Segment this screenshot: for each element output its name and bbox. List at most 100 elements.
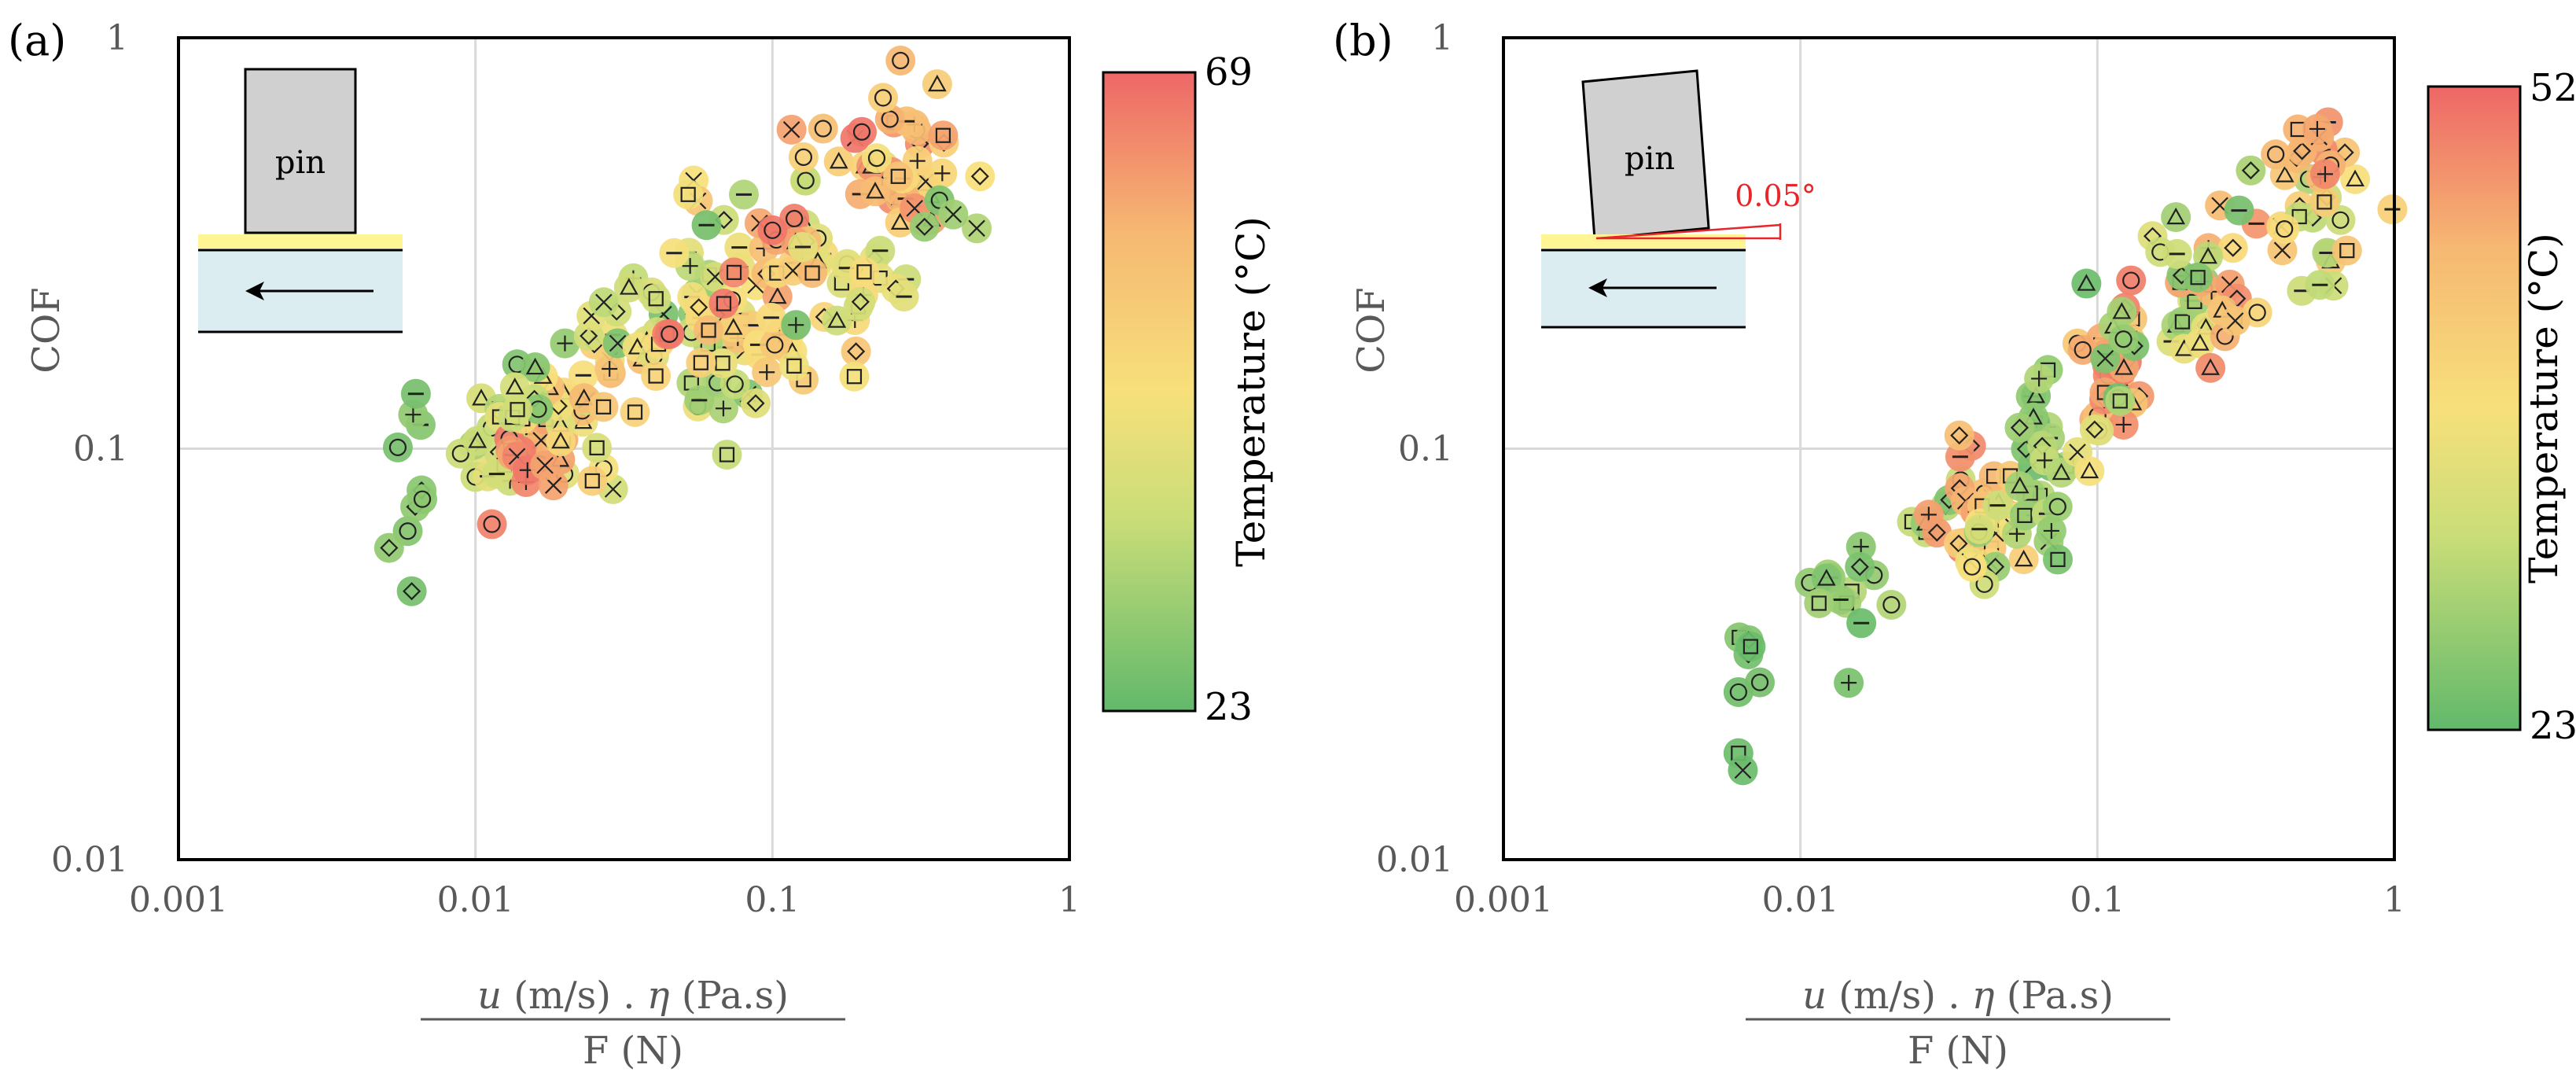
pin-slider-inset: pin bbox=[198, 68, 403, 333]
temperature-dot bbox=[2042, 492, 2073, 522]
colorbar-min-label: 23 bbox=[2530, 704, 2576, 748]
temperature-dot bbox=[523, 394, 554, 425]
data-marker-plus bbox=[759, 364, 775, 381]
data-marker-circle bbox=[2122, 271, 2140, 289]
data-point bbox=[841, 336, 871, 367]
data-point bbox=[594, 353, 625, 384]
data-point bbox=[1982, 490, 2013, 521]
data-marker-triangle bbox=[2199, 246, 2217, 264]
x-tick-label: 1 bbox=[2383, 880, 2405, 920]
data-marker-circle bbox=[2331, 211, 2350, 229]
data-point bbox=[502, 394, 533, 425]
data-marker-triangle bbox=[2114, 358, 2133, 375]
temperature-dot bbox=[2217, 233, 2248, 263]
x-axis-label-u: u bbox=[1802, 974, 1827, 1018]
data-points bbox=[374, 46, 995, 606]
temperature-dot bbox=[407, 484, 438, 514]
temperature-dot bbox=[790, 165, 821, 196]
x-axis-label-units-2: (Pa.s) bbox=[670, 974, 789, 1018]
data-marker-circle bbox=[413, 490, 432, 508]
data-point bbox=[1846, 608, 1877, 639]
data-marker-square bbox=[648, 368, 664, 384]
temperature-dot bbox=[499, 372, 530, 403]
x-axis-label-units-1: (m/s) . bbox=[1827, 974, 1972, 1018]
temperature-dot bbox=[2074, 455, 2105, 486]
temperature-dot bbox=[712, 440, 742, 470]
data-point bbox=[396, 576, 427, 606]
data-point bbox=[2071, 268, 2102, 299]
data-marker-circle bbox=[399, 522, 417, 540]
data-point bbox=[1735, 632, 1766, 662]
data-marker-circle bbox=[2248, 304, 2266, 322]
data-marker-diamond bbox=[2293, 142, 2312, 160]
data-point bbox=[477, 509, 507, 540]
data-point bbox=[2074, 455, 2105, 486]
data-marker-square bbox=[680, 186, 696, 202]
data-marker-diamond bbox=[2010, 418, 2029, 437]
data-marker-triangle bbox=[2190, 333, 2210, 351]
temperature-dot bbox=[2236, 155, 2266, 186]
colorbar-max-label: 52 bbox=[2530, 66, 2576, 110]
data-marker-square bbox=[2017, 507, 2033, 523]
x-tick-label: 0.01 bbox=[437, 880, 514, 920]
panel-b: 0.001 0.01 0.1 1 0.010.11 (b) COF u (m/s) .… bbox=[1333, 16, 2576, 1073]
data-point bbox=[909, 212, 940, 242]
data-marker-triangle bbox=[2201, 358, 2220, 375]
data-marker-circle bbox=[814, 120, 832, 138]
colorbar-title: Temperature (°C) bbox=[1228, 216, 1274, 567]
data-point bbox=[2161, 202, 2191, 233]
data-marker-plus bbox=[909, 153, 926, 169]
data-marker-cross bbox=[544, 477, 562, 494]
temperature-dot bbox=[808, 113, 838, 144]
data-marker-diamond bbox=[580, 326, 598, 345]
data-marker-cross bbox=[532, 432, 550, 449]
data-marker-diamond bbox=[380, 539, 399, 558]
x-axis-label-denominator: F (N) bbox=[1908, 1029, 2008, 1073]
data-marker-circle bbox=[2074, 341, 2092, 359]
temperature-dot bbox=[1956, 551, 1987, 582]
data-point bbox=[683, 292, 714, 322]
temperature-dot bbox=[382, 432, 413, 462]
temperature-dot bbox=[2008, 544, 2039, 575]
pin-shape bbox=[244, 68, 357, 234]
temperature-dot bbox=[1745, 667, 1776, 698]
temperature-dot bbox=[757, 215, 788, 245]
temperature-dot bbox=[2161, 202, 2191, 233]
data-marker-square bbox=[2050, 551, 2066, 567]
data-point bbox=[2220, 305, 2250, 336]
data-marker-circle bbox=[2276, 220, 2294, 238]
data-point bbox=[708, 393, 738, 424]
temperature-dot bbox=[708, 289, 739, 319]
data-marker-square bbox=[584, 473, 600, 489]
temperature-dot bbox=[683, 292, 714, 322]
arrowhead-icon bbox=[245, 282, 264, 300]
temperature-dot bbox=[613, 272, 644, 303]
data-point bbox=[1944, 420, 1974, 451]
temperature-dot bbox=[2004, 471, 2035, 502]
data-marker-plus bbox=[682, 258, 698, 274]
temperature-dot bbox=[860, 176, 891, 207]
data-marker-circle bbox=[892, 51, 910, 70]
data-point bbox=[2305, 270, 2335, 300]
data-marker-diamond bbox=[847, 342, 866, 361]
data-point bbox=[691, 210, 722, 241]
data-point bbox=[2340, 164, 2371, 194]
data-point bbox=[847, 116, 878, 147]
data-marker-diamond bbox=[690, 298, 708, 317]
y-axis-label: COF bbox=[1349, 287, 1393, 373]
data-marker-plus bbox=[2115, 416, 2132, 433]
data-marker-cross bbox=[2226, 312, 2244, 330]
data-marker-circle bbox=[766, 336, 784, 354]
data-marker-square bbox=[890, 168, 906, 184]
temperature-dot bbox=[928, 120, 959, 151]
data-point bbox=[2090, 343, 2121, 374]
data-marker-plus bbox=[788, 317, 804, 333]
data-point bbox=[787, 231, 818, 262]
data-marker-circle bbox=[1882, 595, 1901, 614]
pin-slider-inset: pin 0.05° bbox=[1541, 69, 1816, 329]
colorbar-gradient bbox=[1102, 71, 1197, 713]
data-point bbox=[2224, 195, 2254, 226]
data-point bbox=[641, 283, 672, 314]
data-marker-triangle bbox=[723, 318, 743, 335]
temperature-dot bbox=[848, 256, 879, 287]
